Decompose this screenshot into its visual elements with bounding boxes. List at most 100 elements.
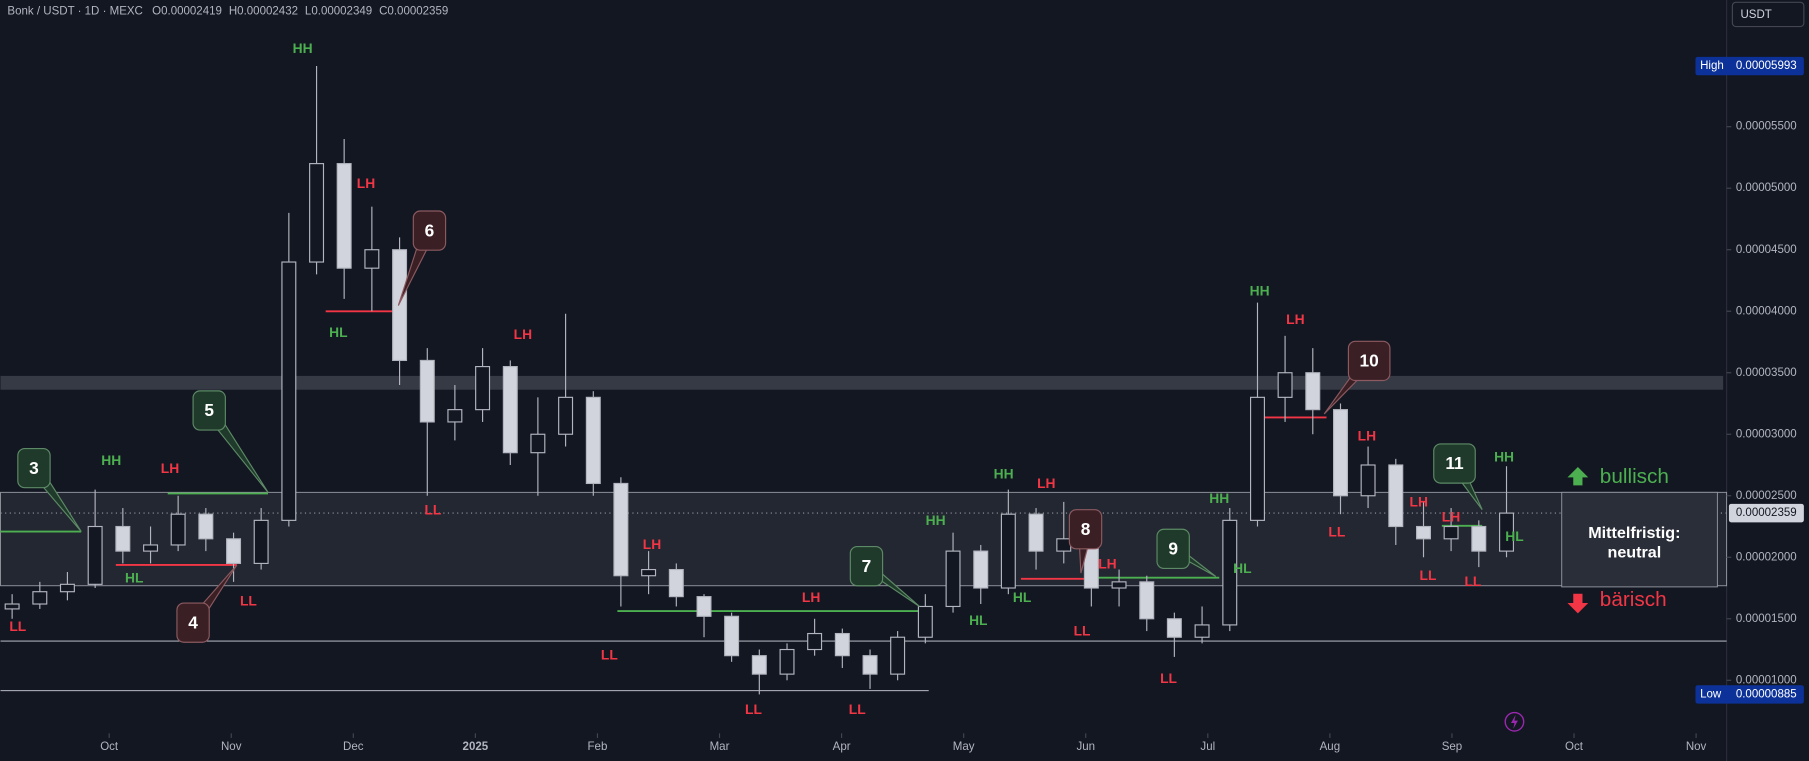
candle-body [1388, 464, 1404, 528]
candle-body [1333, 409, 1348, 497]
candle-body [917, 605, 933, 638]
pivot-label: LL [1420, 567, 1437, 583]
candle-body [475, 366, 491, 411]
candle-body [336, 163, 352, 269]
candle-body [724, 615, 740, 657]
ohlc-key: L [305, 6, 312, 18]
y-tick-label: 0.00005500 [1736, 121, 1797, 133]
bullish-label: bullisch [1600, 465, 1669, 488]
currency-button[interactable] [1731, 1, 1805, 28]
price-tag-value: 0.00002359 [1736, 507, 1797, 519]
currency-label[interactable]: USDT [1740, 9, 1771, 21]
candle-body [558, 396, 574, 435]
candle-body [59, 583, 75, 593]
price-tag-value: 0.00005993 [1736, 60, 1797, 72]
candle-body [1305, 372, 1321, 411]
pivot-label: LH [1286, 311, 1304, 327]
callout-box [412, 210, 447, 251]
candle-body [641, 568, 657, 577]
ohlc-key: C [379, 6, 387, 18]
pivot-label: LL [424, 501, 441, 517]
pivot-label: LH [1098, 556, 1116, 572]
pivot-label: LL [1464, 573, 1481, 589]
callout-box [192, 390, 226, 431]
callout-label: 11 [1445, 453, 1464, 473]
candle-body [696, 596, 712, 617]
callout-label: 7 [862, 556, 872, 576]
candle-body [198, 513, 214, 540]
candle-body [1139, 581, 1155, 620]
candle-body [143, 544, 159, 552]
callout-label: 8 [1081, 519, 1091, 539]
y-tick-label: 0.00005000 [1736, 182, 1797, 194]
legend-box [1561, 491, 1718, 588]
pivot-label: LH [1442, 508, 1460, 524]
pivot-label: LH [1037, 475, 1055, 491]
pivot-label: HL [969, 612, 988, 628]
alert-bolt [1510, 714, 1518, 729]
candle-body [115, 525, 131, 552]
x-tick-label: Nov [1686, 741, 1707, 753]
candle-body [807, 632, 823, 651]
candle-body [226, 538, 242, 564]
candle-body [751, 655, 767, 675]
candle-body [4, 603, 20, 610]
candle-body [1416, 525, 1432, 540]
x-tick-label: Aug [1320, 741, 1341, 753]
callout-box [1068, 509, 1103, 550]
candle-body [945, 550, 961, 608]
x-tick-label: Oct [1565, 741, 1584, 753]
pivot-label: LL [745, 701, 762, 717]
candle-body [1111, 581, 1127, 589]
y-tick-label: 0.00004000 [1736, 305, 1797, 317]
callout-label: 10 [1360, 351, 1379, 371]
pivot-label: HH [1494, 448, 1514, 464]
pivot-label: LL [9, 618, 26, 634]
candle-body [585, 396, 601, 485]
alert-icon[interactable] [1504, 711, 1525, 732]
pivot-label: LH [1358, 428, 1376, 444]
pivot-label: HL [125, 569, 144, 585]
candle-body [779, 648, 795, 675]
bearish-arrow [1567, 593, 1589, 614]
callout-label: 4 [188, 612, 198, 632]
pivot-label: LL [849, 701, 866, 717]
candle-body [253, 519, 269, 564]
candle-body [834, 632, 850, 657]
candle-body [447, 409, 463, 423]
candle-body [973, 550, 989, 589]
candle-body [392, 249, 408, 362]
pivot-label: LL [601, 647, 618, 663]
pivot-label: LH [643, 536, 661, 552]
y-tick-label: 0.00003500 [1736, 367, 1797, 379]
annotations: HH LH HL LH LL HH LH HL LL LL LH LL LH LL LL HH HL HH LH HL… [9, 40, 1524, 717]
x-tick-label: Oct [100, 741, 119, 753]
ohlc-value: 0.00002359 [387, 6, 448, 18]
candle-body [1000, 513, 1016, 589]
axes: 0.00001000 0.00001500 0.00002000 0.00002500… [100, 56, 1804, 753]
pivot-label: LH [1410, 493, 1428, 509]
pivot-label: HL [1505, 528, 1524, 544]
y-tick-label: 0.00003000 [1736, 428, 1797, 440]
candles [0, 66, 1727, 695]
candle-body [1166, 618, 1182, 638]
ohlc-value: 0.00002432 [237, 6, 298, 18]
candle-body [502, 366, 518, 454]
candle-body [530, 433, 546, 454]
pivot-label: HH [101, 452, 121, 468]
pivot-label: LL [240, 593, 257, 609]
candle-body [668, 568, 684, 598]
pivot-label: LH [161, 460, 179, 476]
candle-body [1360, 464, 1376, 497]
y-tick-label: 0.00001500 [1736, 613, 1797, 625]
y-tick-label: 0.00002500 [1736, 490, 1797, 502]
callout-box [1156, 528, 1190, 570]
x-tick-label: Jun [1076, 741, 1095, 753]
ohlc-key: H [229, 6, 237, 18]
candle-body [1499, 512, 1515, 552]
pivot-label: LL [1160, 670, 1177, 686]
pivot-label: HL [1013, 589, 1032, 605]
candle-body [1194, 624, 1210, 638]
price-tag-value: 0.00000885 [1736, 688, 1797, 700]
callout-box [849, 545, 884, 587]
